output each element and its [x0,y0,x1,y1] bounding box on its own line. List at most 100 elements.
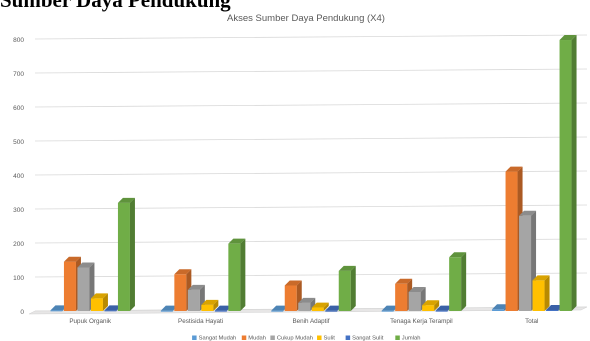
bar-top-face [546,304,564,310]
bar [117,197,135,311]
y-tick-label: 400 [13,173,24,180]
bar [422,300,440,311]
bar-front-face [532,280,545,311]
bar-top-face [271,305,289,311]
bar-top-face [449,252,467,258]
y-tick-label: 300 [13,207,24,214]
y-tick-label: 700 [13,71,24,78]
x-tick-label: Pestisida Hayati [178,318,223,325]
bar-top-face [505,166,523,172]
gridline [34,272,588,278]
bar [395,278,413,311]
bar-top-face [284,280,302,286]
bar [187,284,205,311]
bar-side-face [213,299,219,311]
gridline [34,170,588,176]
bar-front-face [228,243,241,311]
bar-top-face [408,286,426,292]
bar-top-face [519,210,537,216]
bars [50,35,577,312]
y-tick-label: 600 [13,105,24,112]
bar-front-face [381,310,394,312]
bar-top-face [117,197,135,203]
bar-side-face [350,265,356,311]
bar-front-face [271,310,284,312]
gridline [34,68,588,74]
bar-side-face [129,197,135,311]
bar-front-face [505,171,518,311]
bar-top-face [104,305,122,311]
gridline [34,238,588,244]
legend-item: Jumlah [395,335,421,341]
bar-top-face [228,238,246,244]
bar-top-face [532,275,550,281]
legend-swatch [345,335,351,340]
x-tick-label: Benih Adaptif [292,318,329,325]
bar-side-face [102,293,108,311]
legend-item: Sangat Sulit [345,335,384,341]
bar [338,265,356,311]
bar [311,302,329,311]
gridline [34,136,588,142]
legend-swatch [270,335,275,340]
bar-top-face [90,293,108,299]
legend-item: Mudah [241,335,266,341]
bar-top-face [492,304,510,310]
bar-front-face [449,257,462,311]
gridline [34,102,588,108]
bar-front-face [90,298,103,311]
bar-front-face [284,285,297,311]
chart-title: Akses Sumber Daya Pendukung (X4) [227,13,385,24]
bar-front-face [77,267,90,311]
bar-front-face [160,310,173,312]
bar [90,293,108,311]
gridlines [34,34,588,312]
x-tick-label: Tenaga Kerja Terampil [390,318,453,325]
bar-top-face [187,284,205,290]
gridline [34,34,588,40]
bar-side-face [310,297,316,311]
bar-top-face [77,262,95,268]
bar-front-face [311,307,324,311]
legend: Sangat Mudah Mudah Cukup Mudah Sulit Sangat … [192,335,421,341]
bar-front-face [104,310,117,312]
bar-front-face [338,270,351,311]
y-tick-label: 100 [13,275,24,282]
y-axis: 0 100 200 300 400 500 600 700 800 [13,37,24,316]
bar-front-face [395,283,408,311]
bar-front-face [422,305,435,311]
x-axis: Pupuk Organik Pestisida Hayati Benih Adapt… [69,318,538,325]
bar [228,238,246,311]
legend-label: Sangat Mudah [199,336,237,341]
legend-swatch [241,335,247,340]
legend-label: Sulit [324,336,336,341]
bar [201,299,219,311]
bar-front-face [546,309,559,311]
bar-top-face [559,35,577,41]
bar [532,275,550,311]
page-heading: Sumber Daya Pendukung [0,0,231,12]
y-tick-label: 800 [13,37,24,44]
bar-front-face [214,310,227,312]
bar-side-face [461,252,467,311]
legend-item: Cukup Mudah [270,335,313,341]
x-tick-label: Pupuk Organik [69,318,112,325]
legend-swatch [317,335,322,340]
legend-item: Sulit [317,335,336,341]
gridline [34,204,588,210]
bar-side-face [544,275,550,311]
bar-top-face [298,297,316,303]
legend-label: Jumlah [402,336,421,341]
bar-side-face [323,302,329,311]
bar-front-face [435,310,448,312]
bar-top-face [435,305,453,311]
bar-front-face [201,304,214,311]
bar-top-face [63,256,81,262]
y-tick-label: 0 [20,309,24,316]
legend-label: Cukup Mudah [277,336,313,341]
bar-front-face [519,215,532,311]
bar-side-face [240,238,246,311]
bar-top-face [50,305,68,311]
bar-front-face [50,310,63,312]
